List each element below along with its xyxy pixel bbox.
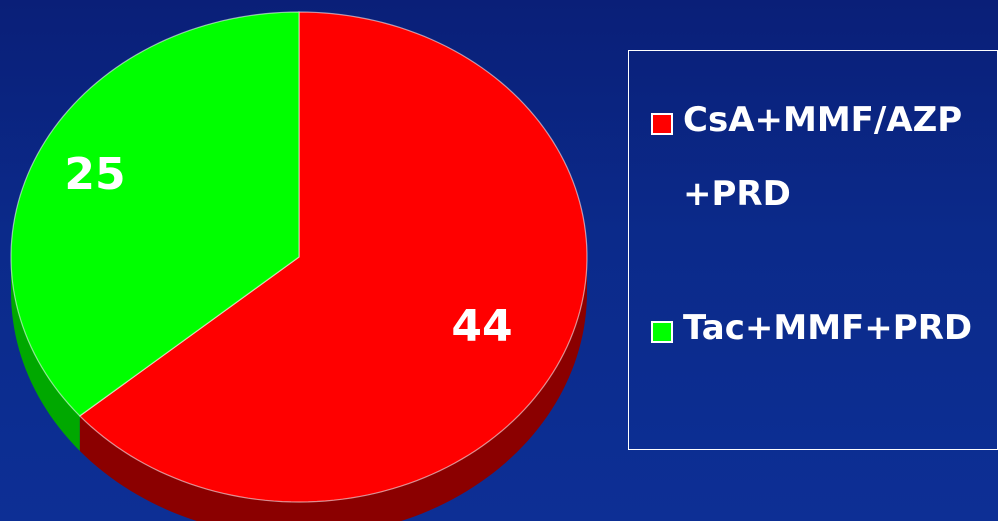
pie-labels: 44 25 bbox=[64, 149, 512, 352]
pie-slice-label-tac: 25 bbox=[64, 149, 125, 200]
legend-label-csa: CsA+MMF/AZP +PRD bbox=[683, 100, 963, 214]
pie-side-tac bbox=[11, 257, 80, 451]
legend-item-tac: Tac+MMF+PRD bbox=[651, 308, 983, 365]
pie-slice-tac bbox=[10, 11, 300, 417]
legend-swatch-csa bbox=[651, 113, 673, 135]
legend-label-tac: Tac+MMF+PRD bbox=[683, 308, 973, 348]
pie-depth bbox=[11, 257, 587, 521]
pie-slice-csa bbox=[78, 11, 588, 503]
legend-swatch-tac bbox=[651, 321, 673, 343]
legend: CsA+MMF/AZP +PRD Tac+MMF+PRD bbox=[628, 50, 998, 450]
legend-item-csa: CsA+MMF/AZP +PRD bbox=[651, 100, 983, 231]
pie-slice-label-csa: 44 bbox=[451, 301, 512, 352]
pie-top bbox=[10, 11, 588, 503]
